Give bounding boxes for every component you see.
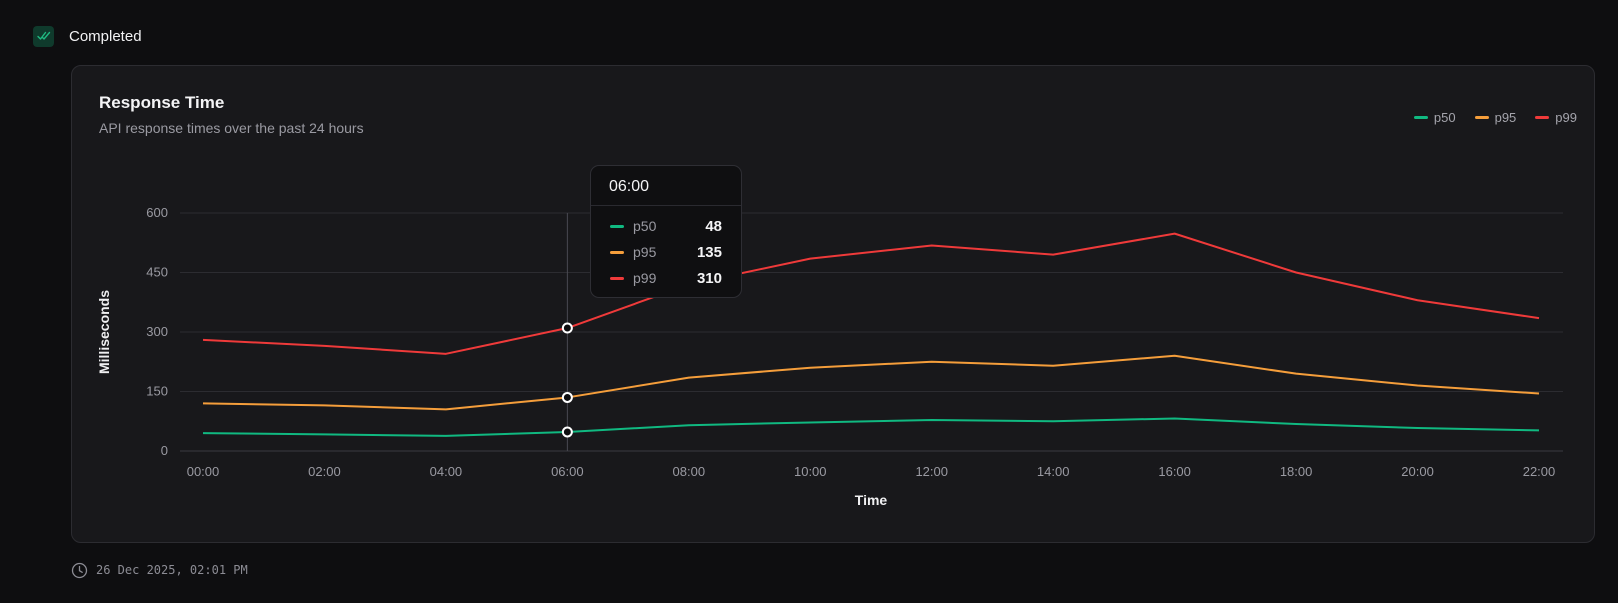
x-tick-label: 22:00 [1523, 464, 1556, 479]
chart-legend: p50 p95 p99 [1413, 110, 1577, 125]
y-tick-label: 0 [161, 443, 168, 458]
x-tick-label: 18:00 [1280, 464, 1313, 479]
tooltip-value: 48 [705, 217, 722, 235]
active-point-p95 [561, 391, 573, 403]
p99-swatch [610, 276, 624, 280]
p95-swatch [610, 250, 624, 254]
legend-swatch [1474, 116, 1489, 119]
legend-label: p95 [1494, 110, 1517, 125]
y-tick-label: 600 [146, 205, 168, 220]
chart-tooltip: 06:00 p50 48 p95 135 p99 310 [590, 165, 742, 298]
chart-title: Response Time [99, 93, 225, 112]
x-tick-label: 14:00 [1037, 464, 1070, 479]
tooltip-row-p99: p99 310 [610, 268, 722, 288]
x-tick-label: 02:00 [308, 464, 341, 479]
series-line-p95 [202, 354, 1540, 411]
tooltip-row-p50: p50 48 [610, 216, 722, 236]
p50-swatch [610, 224, 624, 228]
y-tick-label: 150 [146, 384, 168, 399]
y-tick-label: 300 [146, 324, 168, 339]
tooltip-name: p99 [633, 270, 657, 286]
legend-item-p95[interactable]: p95 [1474, 110, 1517, 125]
x-tick-label: 16:00 [1158, 464, 1191, 479]
tooltip-value: 310 [696, 269, 722, 287]
legend-swatch [1413, 116, 1428, 119]
y-axis-title: Milliseconds [96, 290, 112, 374]
active-point-p99 [561, 322, 573, 334]
x-tick-label: 20:00 [1401, 464, 1434, 479]
response-time-card: Response Time API response times over th… [71, 65, 1595, 543]
active-point-p50 [561, 426, 573, 438]
legend-label: p50 [1433, 110, 1456, 125]
legend-item-p50[interactable]: p50 [1413, 110, 1456, 125]
tooltip-title: 06:00 [609, 178, 650, 195]
tooltip-name: p95 [633, 244, 657, 260]
legend-label: p99 [1555, 110, 1577, 125]
tooltip-value: 135 [696, 243, 722, 261]
chart-subtitle: API response times over the past 24 hour… [99, 120, 364, 136]
timestamp: 26 Dec 2025, 02:01 PM [96, 563, 248, 577]
x-tick-label: 12:00 [915, 464, 948, 479]
x-tick-label: 08:00 [673, 464, 706, 479]
legend-item-p99[interactable]: p99 [1535, 110, 1577, 125]
x-axis-title: Time [855, 492, 888, 508]
x-tick-label: 10:00 [794, 464, 827, 479]
tooltip-name: p50 [633, 218, 657, 234]
double-check-icon [33, 25, 54, 47]
clock-icon [71, 562, 88, 578]
tooltip-divider [591, 205, 741, 206]
status-row: Completed [33, 25, 142, 47]
status-label: Completed [69, 27, 142, 45]
tooltip-row-p95: p95 135 [610, 242, 722, 262]
x-tick-label: 04:00 [430, 464, 463, 479]
series-line-p99 [202, 232, 1540, 355]
x-tick-label: 06:00 [551, 464, 584, 479]
legend-swatch [1535, 116, 1550, 119]
y-tick-label: 450 [146, 265, 168, 280]
series-line-p50 [202, 417, 1540, 437]
timestamp-row: 26 Dec 2025, 02:01 PM [71, 561, 248, 579]
x-tick-label: 00:00 [187, 464, 220, 479]
